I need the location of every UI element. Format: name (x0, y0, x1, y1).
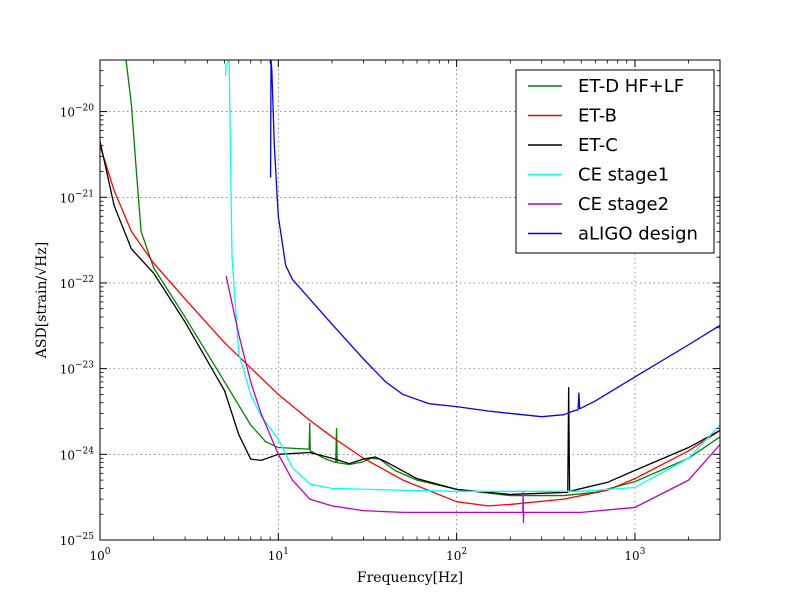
y-tick-exponent: −20 (75, 104, 94, 114)
series-line-et-d-hf-lf (125, 60, 720, 497)
legend-box (515, 69, 715, 254)
x-tick-label: 103 (624, 547, 645, 563)
series-line-et-b (100, 145, 720, 507)
x-tick-label: 102 (446, 547, 467, 563)
x-tick-base: 10 (268, 549, 283, 563)
y-tick-base: 10 (60, 277, 75, 291)
x-tick-label: 101 (268, 547, 289, 563)
y-tick-base: 10 (60, 448, 75, 462)
legend-label-ce-stage1: CE stage1 (578, 165, 669, 186)
y-tick-exponent: −25 (75, 532, 94, 542)
x-axis-title: Frequency[Hz] (357, 570, 463, 586)
series-line-et-c (100, 141, 720, 496)
legend-label-et-c: ET-C (578, 135, 618, 156)
y-tick-label: 10−24 (60, 446, 95, 462)
y-tick-base: 10 (60, 106, 75, 120)
y-tick-exponent: −21 (75, 189, 94, 199)
y-tick-label: 10−25 (60, 532, 95, 548)
y-tick-base: 10 (60, 534, 75, 548)
y-tick-exponent: −22 (75, 275, 94, 285)
series-line-aligo-design (269, 60, 720, 418)
y-tick-label: 10−22 (60, 275, 94, 291)
x-tick-base: 10 (624, 549, 639, 563)
legend-label-et-b: ET-B (578, 106, 617, 127)
legend-label-et-d-hf-lf: ET-D HF+LF (578, 76, 684, 97)
legend: ET-D HF+LF ET-B ET-C CE stage1 CE stage2 aLIG… (515, 69, 715, 254)
y-tick-base: 10 (60, 363, 75, 377)
y-axis-title: ASD[strain/√Hz] (34, 242, 50, 359)
grid (100, 60, 720, 540)
y-tick-label: 10−23 (60, 361, 95, 377)
series-lines (100, 60, 720, 524)
y-tick-exponent: −24 (75, 446, 94, 456)
x-tick-exponent: 2 (461, 547, 467, 557)
y-tick-label: 10−21 (60, 189, 94, 205)
series-line-ce-stage1 (224, 60, 720, 492)
x-tick-exponent: 1 (283, 547, 289, 557)
axis-ticks (99, 59, 721, 541)
x-tick-exponent: 3 (640, 547, 646, 557)
plot-frame (99, 59, 721, 541)
y-tick-label: 10−20 (60, 104, 95, 120)
legend-label-aligo-design: aLIGO design (578, 224, 698, 245)
x-tick-label: 100 (89, 547, 110, 563)
y-tick-exponent: −23 (75, 361, 94, 371)
legend-label-ce-stage2: CE stage2 (578, 194, 669, 215)
x-tick-base: 10 (446, 549, 461, 563)
x-tick-base: 10 (89, 549, 104, 563)
series-line-ce-stage2 (225, 276, 720, 524)
x-tick-exponent: 0 (105, 547, 111, 557)
tick-labels: 100 101 102 10310−2510−2410−2310−2210−2110−… (60, 104, 646, 563)
y-tick-base: 10 (60, 191, 75, 205)
